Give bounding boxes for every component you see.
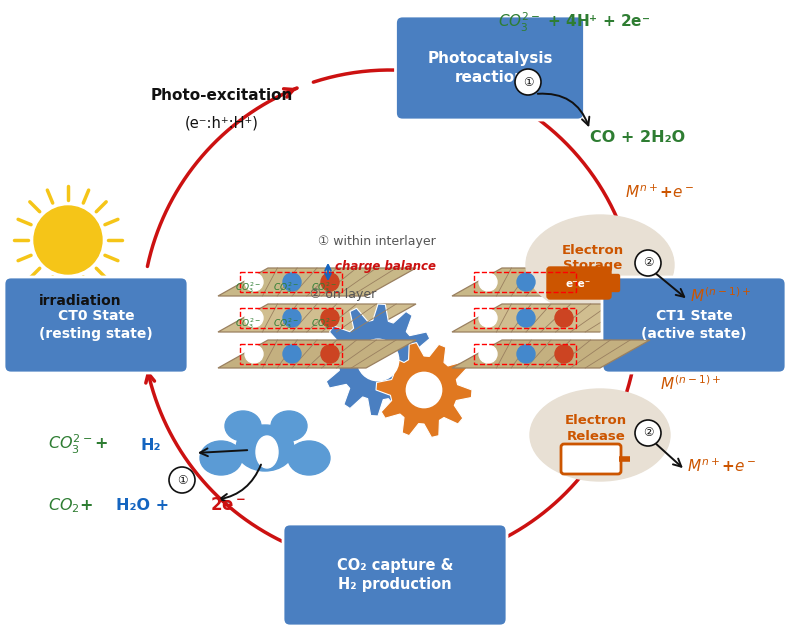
Circle shape [169, 467, 195, 493]
Ellipse shape [257, 437, 277, 465]
Bar [474, 272, 576, 292]
Text: $M^{(n-1)+}$: $M^{(n-1)+}$ [690, 286, 751, 305]
Circle shape [245, 309, 263, 327]
Bar [240, 308, 342, 328]
Polygon shape [218, 340, 416, 368]
Circle shape [517, 273, 535, 291]
Circle shape [479, 345, 497, 363]
Polygon shape [322, 304, 434, 416]
Text: $\mathbf{2e^-}$: $\mathbf{2e^-}$ [210, 496, 246, 514]
Polygon shape [452, 340, 650, 368]
FancyBboxPatch shape [547, 267, 611, 299]
Text: $CO_3^{2-}$ + 4H⁺ + 2e⁻: $CO_3^{2-}$ + 4H⁺ + 2e⁻ [498, 12, 650, 35]
Circle shape [515, 69, 541, 95]
Ellipse shape [288, 441, 330, 475]
Circle shape [321, 345, 339, 363]
Text: charge balance: charge balance [335, 260, 436, 273]
Circle shape [245, 273, 263, 291]
Text: $CO_3^{2-}$+: $CO_3^{2-}$+ [48, 433, 108, 456]
Ellipse shape [271, 411, 307, 441]
Text: ②: ② [643, 257, 653, 269]
Circle shape [479, 309, 497, 327]
Text: $CO_3^{2-}$: $CO_3^{2-}$ [235, 280, 261, 296]
Polygon shape [376, 342, 472, 437]
Text: ② on layer: ② on layer [310, 288, 376, 301]
Ellipse shape [256, 436, 278, 468]
Ellipse shape [530, 389, 670, 481]
Text: Photo-excitation: Photo-excitation [151, 88, 293, 103]
Circle shape [517, 309, 535, 327]
Text: CT0 State
(resting state): CT0 State (resting state) [40, 309, 153, 341]
FancyBboxPatch shape [608, 275, 619, 291]
Bar [474, 344, 576, 364]
Ellipse shape [526, 215, 674, 315]
Circle shape [321, 273, 339, 291]
Text: ① within interlayer: ① within interlayer [318, 235, 436, 248]
Text: $CO_3^{2-}$: $CO_3^{2-}$ [311, 280, 337, 296]
Text: ①: ① [523, 76, 533, 88]
Text: irradiation: irradiation [39, 294, 122, 308]
Polygon shape [452, 268, 650, 296]
Text: Electron
Storage: Electron Storage [562, 243, 624, 273]
Text: Photocatalysis
reaction: Photocatalysis reaction [427, 51, 553, 85]
Text: $CO_3^{2-}$: $CO_3^{2-}$ [311, 317, 337, 332]
FancyBboxPatch shape [602, 277, 786, 373]
Text: e⁻e⁻: e⁻e⁻ [566, 279, 591, 289]
Text: (e⁻:h⁺:H⁺): (e⁻:h⁺:H⁺) [185, 116, 259, 131]
Circle shape [283, 345, 301, 363]
FancyBboxPatch shape [283, 524, 507, 626]
Circle shape [34, 206, 102, 274]
Text: $CO_3^{2-}$: $CO_3^{2-}$ [273, 280, 299, 296]
Bar [240, 344, 342, 364]
Text: CO₂ capture &
H₂ production: CO₂ capture & H₂ production [337, 557, 453, 593]
Circle shape [357, 339, 399, 381]
Circle shape [517, 345, 535, 363]
Text: $M^{n+}$+$e^-$: $M^{n+}$+$e^-$ [687, 458, 756, 475]
Ellipse shape [236, 425, 294, 471]
Circle shape [479, 273, 497, 291]
Text: Electron
Release: Electron Release [565, 413, 627, 442]
Circle shape [283, 273, 301, 291]
Text: $M^{(n-1)+}$: $M^{(n-1)+}$ [660, 374, 721, 393]
Bar [240, 272, 342, 292]
Circle shape [321, 309, 339, 327]
Circle shape [406, 372, 442, 408]
Text: $CO_3^{2-}$: $CO_3^{2-}$ [273, 317, 299, 332]
FancyBboxPatch shape [396, 16, 585, 120]
Text: CO + 2H₂O: CO + 2H₂O [590, 130, 685, 145]
Text: H₂O +: H₂O + [116, 498, 169, 513]
Ellipse shape [200, 441, 242, 475]
Text: ①: ① [177, 474, 187, 486]
Text: ②: ② [643, 426, 653, 440]
FancyBboxPatch shape [561, 444, 621, 474]
Polygon shape [452, 304, 650, 332]
Text: CT1 State
(active state): CT1 State (active state) [641, 309, 747, 341]
Text: $CO_2$+: $CO_2$+ [48, 496, 93, 515]
Circle shape [283, 309, 301, 327]
FancyBboxPatch shape [4, 277, 188, 373]
Text: $CO_3^{2-}$: $CO_3^{2-}$ [235, 317, 261, 332]
Circle shape [245, 345, 263, 363]
Circle shape [635, 250, 661, 276]
Circle shape [555, 345, 573, 363]
Circle shape [635, 420, 661, 446]
Text: $M^{n+}$+$e^-$: $M^{n+}$+$e^-$ [625, 184, 694, 201]
Circle shape [555, 273, 573, 291]
Ellipse shape [225, 411, 261, 441]
Bar [474, 308, 576, 328]
Circle shape [555, 309, 573, 327]
Polygon shape [218, 268, 416, 296]
Polygon shape [218, 304, 416, 332]
Text: H₂: H₂ [140, 438, 160, 453]
